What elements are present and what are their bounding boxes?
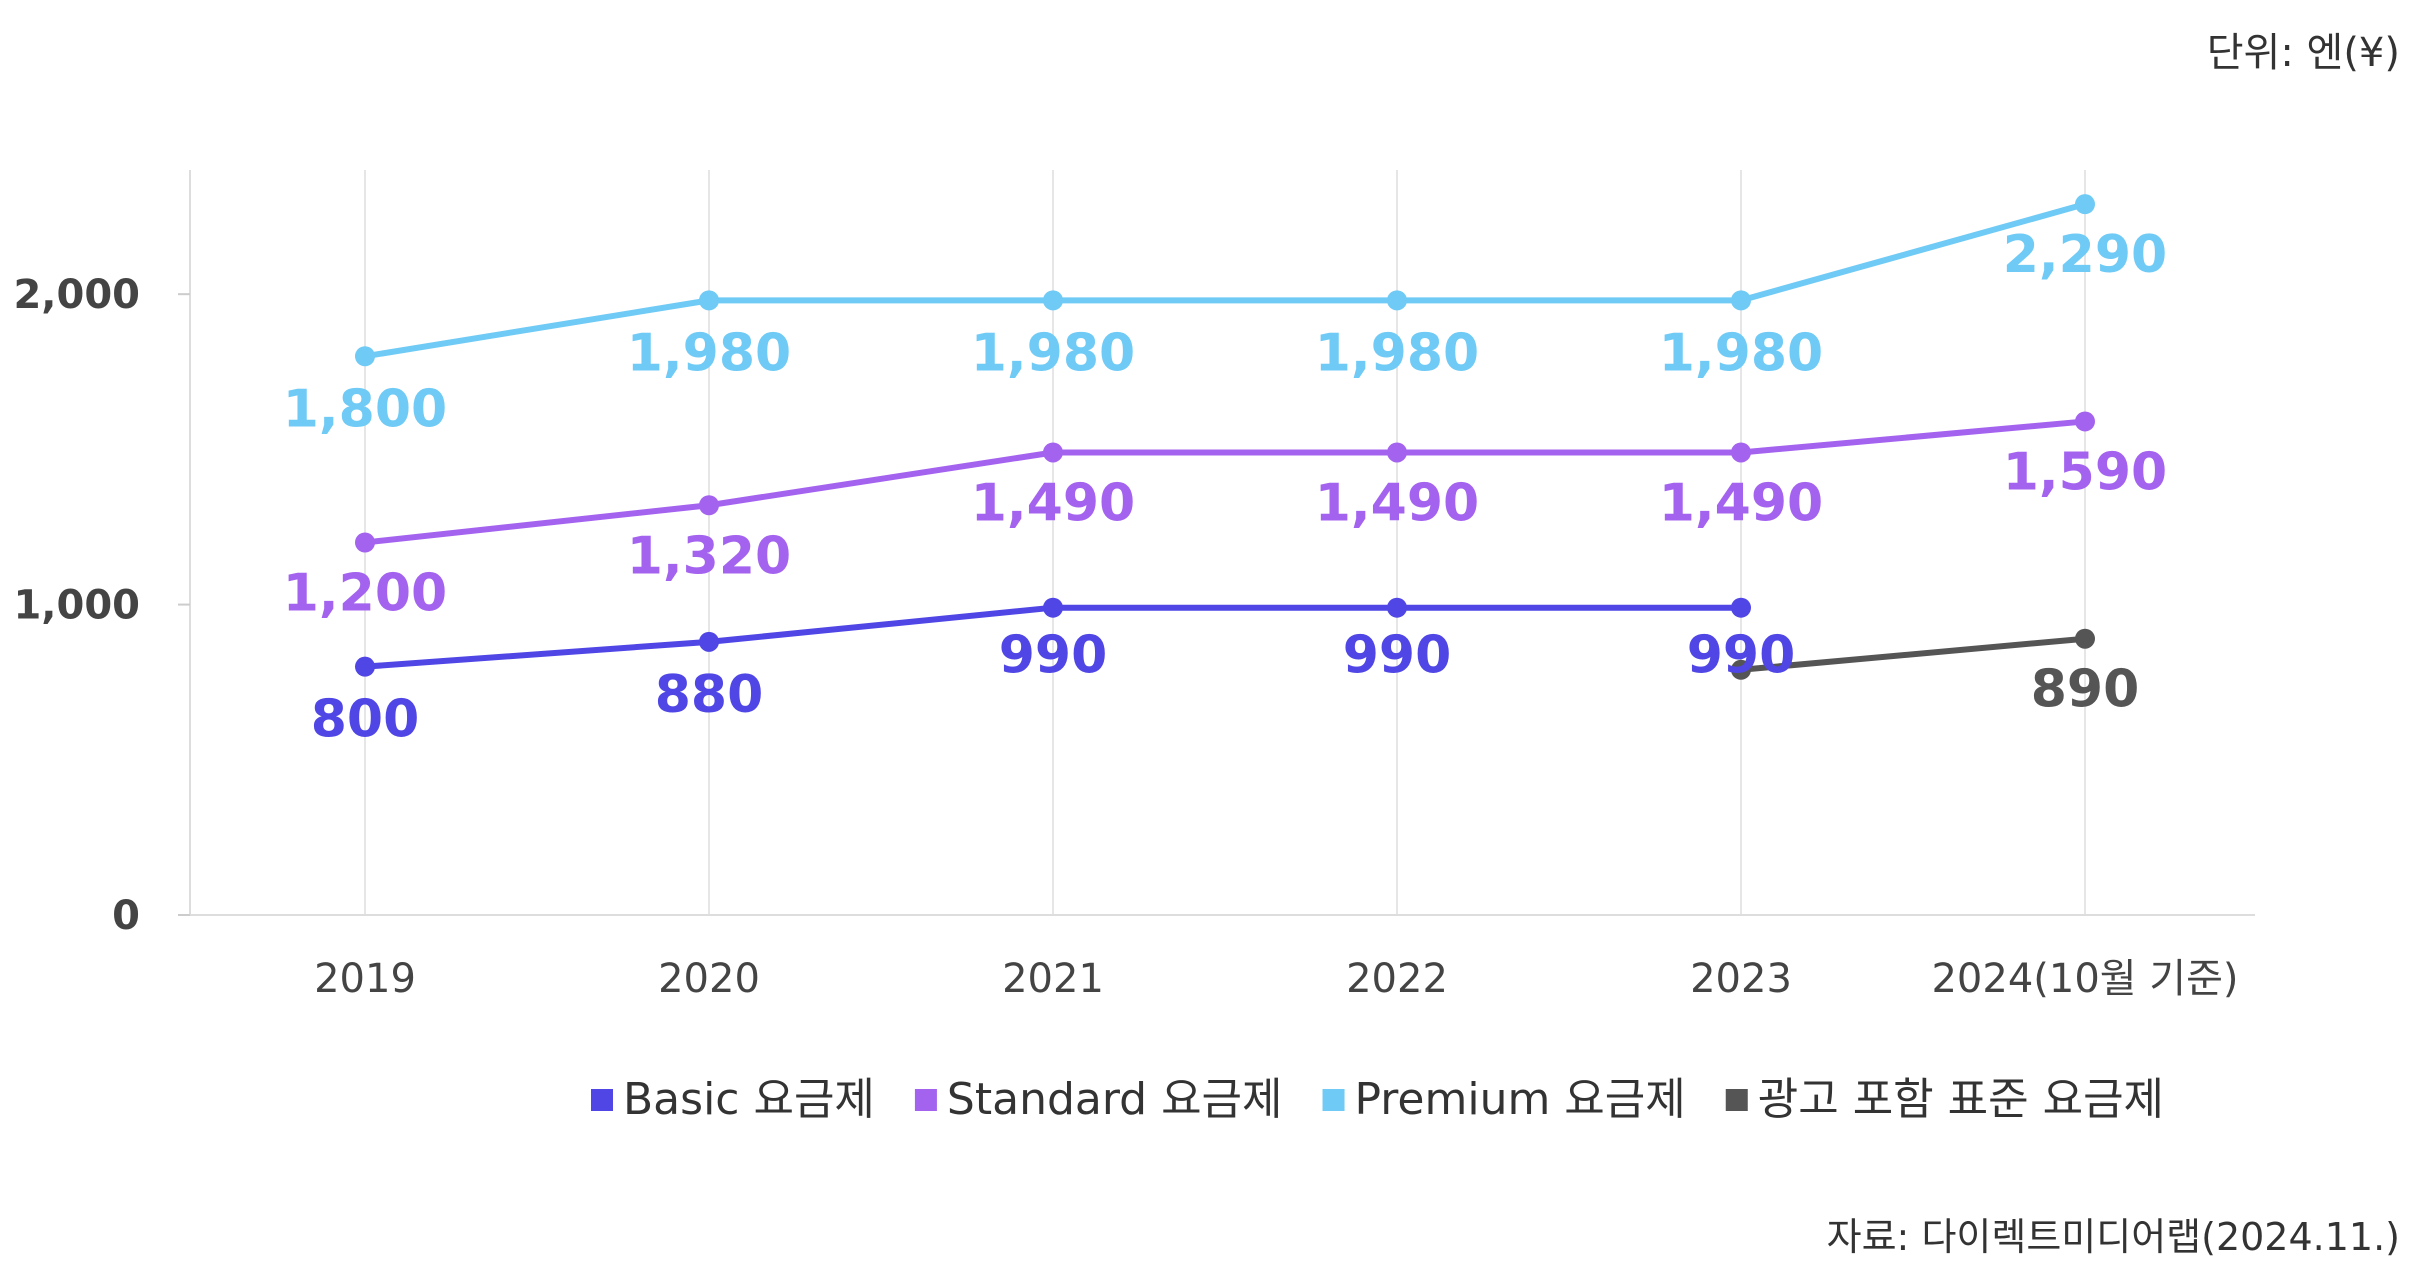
legend-label: 광고 포함 표준 요금제 <box>1758 1074 2164 1125</box>
source-note: 자료: 다이렉트미디어랩(2024.11.) <box>1827 1215 2400 1259</box>
data-label: 1,980 <box>1659 323 1823 383</box>
y-tick-label: 2,000 <box>13 272 140 318</box>
series-line <box>364 418 2086 546</box>
series-line <box>364 201 2086 360</box>
series-1 <box>355 597 1751 677</box>
data-label: 890 <box>2031 660 2140 720</box>
y-tick-label: 1,000 <box>13 583 140 629</box>
data-point <box>1387 442 1407 463</box>
x-tick-label: 2020 <box>658 956 760 1002</box>
data-label: 1,200 <box>283 564 447 624</box>
data-point <box>1731 597 1751 618</box>
data-point <box>355 532 375 553</box>
data-label: 990 <box>999 626 1108 686</box>
data-label: 1,800 <box>283 379 447 439</box>
legend-swatch <box>591 1089 613 1111</box>
legend-swatch <box>1322 1089 1345 1111</box>
x-tick-label: 2024(10월 기준) <box>1931 956 2238 1002</box>
data-label: 1,490 <box>1315 473 1479 533</box>
data-label: 1,980 <box>971 323 1135 383</box>
data-point <box>1043 442 1063 463</box>
legend-item: 광고 포함 표준 요금제 <box>1725 1074 2164 1125</box>
series-2 <box>355 411 2095 553</box>
legend-swatch <box>1725 1089 1748 1111</box>
data-point <box>2075 194 2095 215</box>
data-label: 1,980 <box>627 323 791 383</box>
legend-item: Premium 요금제 <box>1322 1074 1686 1125</box>
data-point <box>1043 597 1063 618</box>
data-label: 1,320 <box>627 526 791 586</box>
series-3 <box>355 194 2095 367</box>
unit-label: 단위: 엔(¥) <box>2207 30 2400 76</box>
legend-label: Premium 요금제 <box>1355 1074 1686 1125</box>
data-point <box>1043 290 1063 311</box>
data-point <box>1731 442 1751 463</box>
data-label: 880 <box>655 665 764 725</box>
data-point <box>1731 290 1751 311</box>
legend-item: Basic 요금제 <box>591 1074 875 1125</box>
data-point <box>2075 628 2095 649</box>
data-point <box>1387 597 1407 618</box>
data-point <box>1731 659 1751 680</box>
x-tick-label: 2019 <box>314 956 416 1002</box>
data-point <box>699 631 719 652</box>
grid-lines <box>364 170 2086 915</box>
data-label: 1,590 <box>2003 442 2167 502</box>
data-point <box>1387 290 1407 311</box>
data-label: 990 <box>1687 626 1796 686</box>
series-layer <box>355 194 2095 680</box>
data-point <box>2075 411 2095 432</box>
data-label: 1,980 <box>1315 323 1479 383</box>
data-point <box>699 495 719 516</box>
legend-label: Basic 요금제 <box>623 1074 875 1125</box>
data-labels: 800 880 990 990 990 1,200 1,320 1,490 1,490 1,490… <box>283 225 2167 750</box>
y-tick-label: 0 <box>112 893 140 939</box>
legend-label: Standard 요금제 <box>947 1074 1283 1125</box>
x-tick-label: 2022 <box>1346 956 1448 1002</box>
data-label: 2,290 <box>2003 225 2167 285</box>
legend: Basic 요금제 Standard 요금제 Premium 요금제 광고 포함 표준… <box>591 1074 2164 1125</box>
series-line <box>1740 635 2086 673</box>
data-point <box>355 656 375 677</box>
x-tick-label: 2023 <box>1690 956 1792 1002</box>
data-point <box>355 346 375 367</box>
data-label: 800 <box>311 690 420 750</box>
data-point <box>699 290 719 311</box>
data-label: 1,490 <box>1659 473 1823 533</box>
series-4 <box>1731 628 2095 680</box>
x-tick-label: 2021 <box>1002 956 1104 1002</box>
axes: 0 1,000 2,000 2019 2020 2021 2022 2023 2024(10월 … <box>13 170 2255 1002</box>
legend-item: Standard 요금제 <box>914 1074 1283 1125</box>
data-label: 990 <box>1343 626 1452 686</box>
legend-swatch <box>914 1089 937 1111</box>
data-label: 1,490 <box>971 473 1135 533</box>
